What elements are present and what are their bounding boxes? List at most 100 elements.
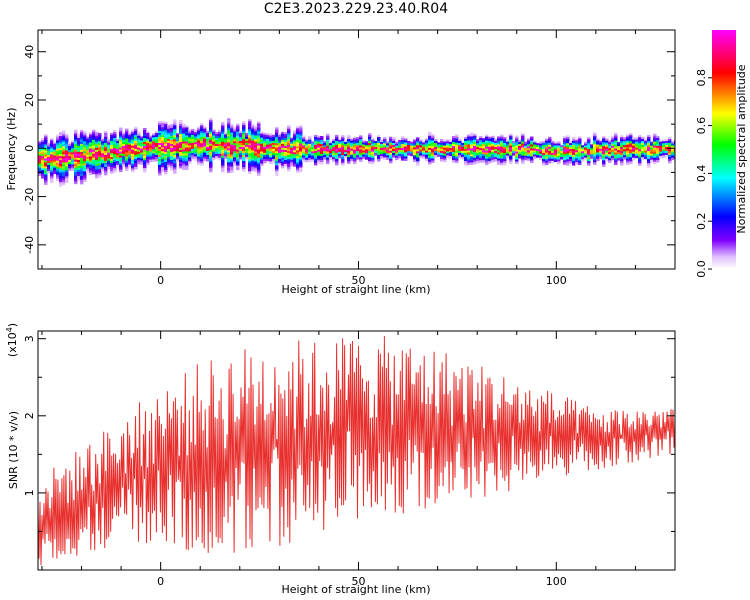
heatmap-cell: [614, 142, 618, 146]
heatmap-cell: [314, 144, 318, 148]
heatmap-cell: [488, 136, 492, 140]
heatmap-cell: [80, 165, 84, 169]
heatmap-cell: [626, 158, 630, 162]
heatmap-cell: [116, 161, 120, 164]
heatmap-cell: [125, 166, 129, 170]
heatmap-cell: [632, 149, 636, 153]
heatmap-cell: [431, 156, 435, 159]
heatmap-cell: [89, 172, 93, 175]
heatmap-cell: [356, 137, 360, 140]
heatmap-cell: [194, 134, 198, 137]
heatmap-cell: [104, 146, 108, 150]
heatmap-cell: [401, 152, 405, 155]
heatmap-cell: [596, 150, 600, 154]
heatmap-cell: [143, 153, 147, 157]
heatmap-cell: [251, 146, 255, 150]
heatmap-cell: [275, 139, 279, 142]
heatmap-cell: [251, 152, 255, 156]
heatmap-cell: [269, 153, 273, 157]
heatmap-cell: [167, 128, 171, 132]
heatmap-cell: [518, 146, 522, 149]
heatmap-cell: [188, 131, 192, 134]
heatmap-cell: [161, 165, 165, 168]
heatmap-cell: [284, 156, 288, 159]
heatmap-cell: [470, 156, 474, 159]
heatmap-cell: [341, 137, 345, 140]
heatmap-cell: [509, 139, 513, 143]
heatmap-cell: [182, 139, 186, 143]
heatmap-cell: [155, 138, 159, 142]
heatmap-cell: [296, 158, 300, 161]
heatmap-cell: [212, 149, 216, 153]
heatmap-cell: [221, 163, 225, 167]
heatmap-cell: [242, 165, 246, 168]
heatmap-cell: [464, 138, 468, 142]
heatmap-cell: [374, 151, 378, 154]
heatmap-cell: [548, 156, 552, 160]
heatmap-cell: [566, 157, 570, 160]
heatmap-cell: [281, 161, 285, 165]
heatmap-cell: [461, 148, 465, 152]
heatmap-cell: [353, 143, 357, 147]
heatmap-cell: [446, 151, 450, 154]
heatmap-cell: [548, 148, 552, 152]
heatmap-cell: [74, 135, 78, 139]
heatmap-cell: [56, 168, 60, 172]
heatmap-cell: [638, 155, 642, 158]
heatmap-cell: [617, 152, 621, 155]
heatmap-cell: [92, 129, 96, 133]
heatmap-cell: [251, 158, 255, 162]
heatmap-cell: [110, 161, 114, 164]
heatmap-cell: [557, 143, 561, 146]
heatmap-cell: [440, 142, 444, 146]
heatmap-cell: [71, 154, 75, 157]
heatmap-cell: [608, 144, 612, 147]
heatmap-cell: [167, 124, 171, 128]
heatmap-cell: [386, 145, 390, 148]
heatmap-cell: [209, 157, 213, 161]
heatmap-cell: [257, 121, 261, 125]
heatmap-cell: [233, 161, 237, 164]
heatmap-cell: [464, 156, 468, 160]
heatmap-cell: [65, 140, 69, 143]
heatmap-cell: [380, 152, 384, 155]
heatmap-cell: [98, 173, 102, 176]
heatmap-cell: [134, 140, 138, 144]
heatmap-cell: [533, 150, 537, 153]
heatmap-cell: [617, 158, 621, 161]
heatmap-cell: [215, 154, 219, 157]
heatmap-cell: [287, 166, 291, 170]
heatmap-cell: [254, 135, 258, 139]
heatmap-cell: [56, 176, 60, 180]
y-tick-label: 20: [23, 93, 36, 107]
heatmap-cell: [371, 159, 375, 163]
heatmap-cell: [617, 154, 621, 157]
heatmap-cell: [98, 147, 102, 150]
heatmap-cell: [452, 138, 456, 141]
heatmap-cell: [161, 125, 165, 128]
heatmap-cell: [185, 129, 189, 132]
heatmap-cell: [44, 180, 48, 183]
heatmap-cell: [485, 144, 489, 148]
heatmap-cell: [638, 147, 642, 150]
heatmap-cell: [221, 141, 225, 145]
heatmap-cell: [437, 144, 441, 147]
heatmap-cell: [146, 162, 150, 166]
heatmap-cell: [101, 147, 105, 150]
heatmap-cell: [131, 163, 135, 167]
colorbar-tick-label: 0.0: [695, 260, 708, 278]
heatmap-cell: [653, 137, 657, 141]
heatmap-cell: [113, 154, 117, 157]
heatmap-cell: [164, 158, 168, 161]
heatmap-cell: [401, 150, 405, 153]
heatmap-cell: [206, 132, 210, 136]
heatmap-cell: [377, 151, 381, 154]
heatmap-cell: [185, 147, 189, 150]
heatmap-cell: [560, 150, 564, 154]
heatmap-cell: [194, 146, 198, 149]
heatmap-cell: [395, 149, 399, 153]
heatmap-cell: [206, 154, 210, 158]
heatmap-cell: [83, 143, 87, 146]
heatmap-cell: [389, 158, 393, 162]
heatmap-cell: [242, 163, 246, 166]
